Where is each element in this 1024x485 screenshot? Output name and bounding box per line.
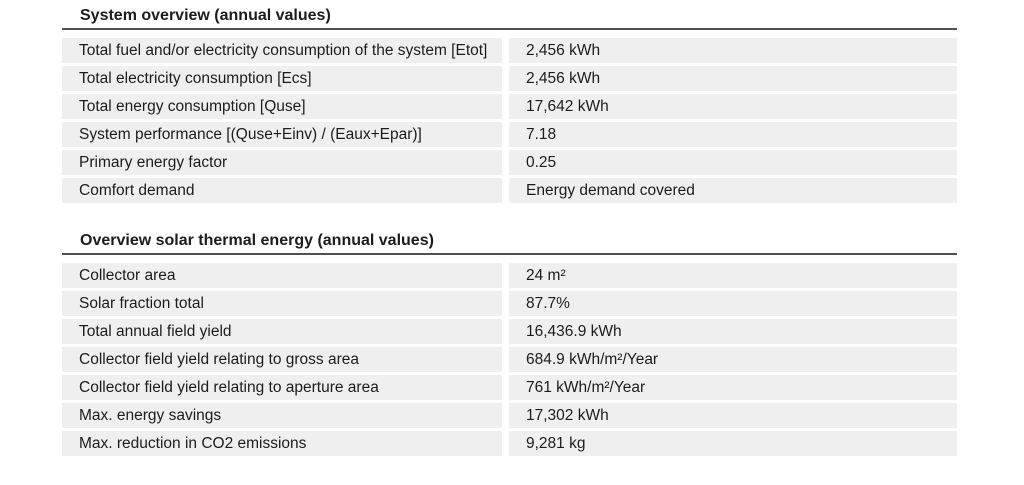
row-label: Total annual field yield (62, 319, 502, 344)
section-table: Total fuel and/or electricity consumptio… (62, 38, 957, 203)
row-label: Total energy consumption [Quse] (62, 94, 502, 119)
section-table: Collector area 24 m² Solar fraction tota… (62, 263, 957, 456)
row-value: 9,281 kg (509, 431, 957, 456)
row-label: Primary energy factor (62, 150, 502, 175)
report: System overview (annual values) Total fu… (62, 7, 957, 459)
table-row: System performance [(Quse+Einv) / (Eaux+… (62, 122, 957, 147)
row-label: Collector field yield relating to gross … (62, 347, 502, 372)
row-label: Solar fraction total (62, 291, 502, 316)
row-label: Max. reduction in CO2 emissions (62, 431, 502, 456)
table-row: Primary energy factor 0.25 (62, 150, 957, 175)
table-row: Total electricity consumption [Ecs] 2,45… (62, 66, 957, 91)
row-label: System performance [(Quse+Einv) / (Eaux+… (62, 122, 502, 147)
row-value: 0.25 (509, 150, 957, 175)
report-section: System overview (annual values) Total fu… (62, 7, 957, 203)
table-row: Collector field yield relating to apertu… (62, 375, 957, 400)
row-value: 684.9 kWh/m²/Year (509, 347, 957, 372)
table-row: Comfort demand Energy demand covered (62, 178, 957, 203)
table-row: Solar fraction total 87.7% (62, 291, 957, 316)
report-section: Overview solar thermal energy (annual va… (62, 232, 957, 456)
row-value: 17,642 kWh (509, 94, 957, 119)
row-value: 24 m² (509, 263, 957, 288)
row-value: Energy demand covered (509, 178, 957, 203)
row-value: 17,302 kWh (509, 403, 957, 428)
row-label: Comfort demand (62, 178, 502, 203)
table-row: Max. reduction in CO2 emissions 9,281 kg (62, 431, 957, 456)
row-value: 761 kWh/m²/Year (509, 375, 957, 400)
table-row: Total energy consumption [Quse] 17,642 k… (62, 94, 957, 119)
row-label: Max. energy savings (62, 403, 502, 428)
table-row: Collector field yield relating to gross … (62, 347, 957, 372)
row-value: 2,456 kWh (509, 38, 957, 63)
row-label: Total electricity consumption [Ecs] (62, 66, 502, 91)
row-value: 2,456 kWh (509, 66, 957, 91)
row-value: 16,436.9 kWh (509, 319, 957, 344)
table-row: Total fuel and/or electricity consumptio… (62, 38, 957, 63)
section-title: Overview solar thermal energy (annual va… (62, 232, 957, 255)
row-value: 7.18 (509, 122, 957, 147)
row-value: 87.7% (509, 291, 957, 316)
table-row: Total annual field yield 16,436.9 kWh (62, 319, 957, 344)
table-row: Max. energy savings 17,302 kWh (62, 403, 957, 428)
section-title: System overview (annual values) (62, 7, 957, 30)
row-label: Collector field yield relating to apertu… (62, 375, 502, 400)
row-label: Total fuel and/or electricity consumptio… (62, 38, 502, 63)
row-label: Collector area (62, 263, 502, 288)
table-row: Collector area 24 m² (62, 263, 957, 288)
